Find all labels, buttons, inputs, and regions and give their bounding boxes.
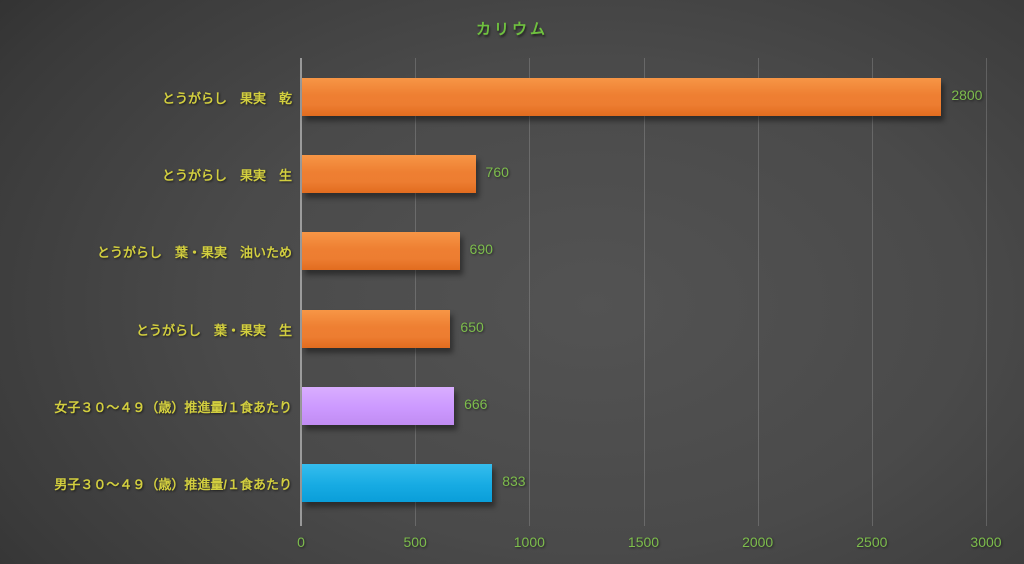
x-axis-tick-label: 500 bbox=[403, 534, 427, 550]
data-bar bbox=[302, 464, 493, 503]
category-label: とうがらし 葉・果実 生 bbox=[135, 322, 292, 338]
x-gridline bbox=[757, 58, 759, 526]
x-gridline bbox=[986, 58, 987, 526]
chart-title: カリウム bbox=[475, 21, 548, 38]
x-axis-tick-label: 2000 bbox=[742, 534, 774, 550]
x-gridline bbox=[871, 58, 873, 526]
category-label: 女子３０～４９（歳）推進量/１食あたり bbox=[54, 400, 292, 415]
data-bar bbox=[302, 387, 455, 425]
x-gridline bbox=[643, 58, 645, 526]
data-bar bbox=[302, 155, 476, 193]
value-label: 760 bbox=[485, 164, 509, 180]
x-axis-tick-label: 3000 bbox=[970, 534, 1002, 550]
x-gridline bbox=[415, 58, 417, 526]
value-label: 650 bbox=[460, 318, 484, 335]
category-label: 男子３０～４９（歳）推進量/１食あたり bbox=[54, 477, 292, 493]
y-axis-line bbox=[300, 58, 302, 526]
data-bar bbox=[302, 232, 460, 271]
value-label: 833 bbox=[502, 473, 526, 490]
category-label: とうがらし 葉・果実 油いため bbox=[96, 245, 292, 261]
x-axis-tick-label: 2500 bbox=[856, 534, 888, 550]
data-bar bbox=[302, 309, 451, 348]
x-axis-tick-label: 0 bbox=[297, 534, 305, 550]
x-axis-tick-label: 1000 bbox=[513, 534, 545, 550]
data-bar bbox=[302, 77, 942, 116]
value-label: 666 bbox=[464, 396, 488, 412]
x-axis-tick-label: 1500 bbox=[627, 534, 660, 550]
category-label: とうがらし 果実 乾 bbox=[161, 90, 292, 106]
value-label: 690 bbox=[469, 241, 493, 258]
x-gridline bbox=[529, 58, 531, 526]
value-label: 2800 bbox=[951, 86, 983, 103]
category-label: とうがらし 果実 生 bbox=[161, 168, 292, 183]
